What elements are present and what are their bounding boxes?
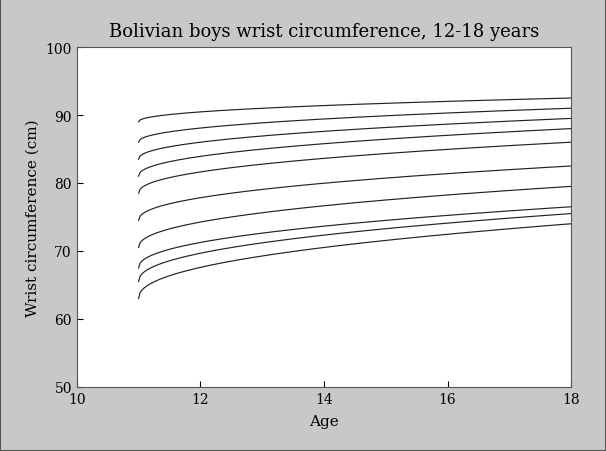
Title: Bolivian boys wrist circumference, 12-18 years: Bolivian boys wrist circumference, 12-18… [109, 23, 539, 41]
Y-axis label: Wrist circumference (cm): Wrist circumference (cm) [26, 119, 40, 316]
X-axis label: Age: Age [309, 414, 339, 428]
